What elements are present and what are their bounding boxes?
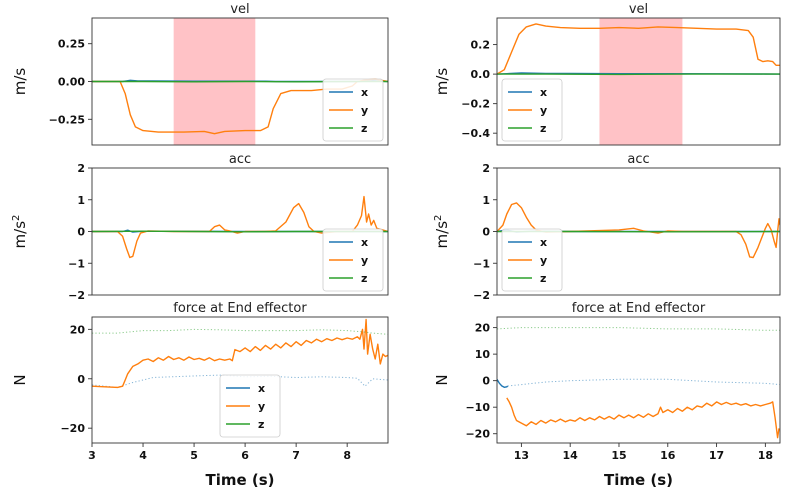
- legend-label-y: y: [540, 254, 547, 267]
- chart-title: acc: [229, 152, 251, 167]
- y-tick-label: 20: [70, 323, 86, 336]
- y-tick-label: −1: [473, 257, 490, 270]
- x-tick-label: 8: [343, 449, 351, 462]
- y-axis-label: m/s: [433, 68, 451, 96]
- legend-label-y: y: [258, 400, 265, 413]
- x-tick-label: 6: [241, 449, 249, 462]
- legend-label-x: x: [258, 382, 265, 395]
- y-tick-label: 1: [77, 194, 85, 207]
- series-line-z: [92, 230, 388, 233]
- y-tick-label: 2: [77, 162, 85, 175]
- series-line-x-dotted: [507, 378, 780, 387]
- y-tick-label: 0.25: [58, 38, 85, 51]
- x-tick-label: 16: [660, 449, 676, 462]
- series-line-y: [497, 23, 780, 75]
- y-axis-label: N: [433, 374, 451, 385]
- legend-label-x: x: [540, 236, 547, 249]
- y-tick-label: −2: [473, 289, 490, 302]
- chart-panel-3: acc 2 1 0 −1 −2 m/s2 xyz: [11, 152, 389, 302]
- legend: xyz: [322, 228, 384, 292]
- legend: xyz: [322, 78, 384, 142]
- x-tick-label: 15: [611, 449, 626, 462]
- chart-title: acc: [627, 152, 649, 167]
- x-tick-label: 4: [139, 449, 147, 462]
- legend-label-y: y: [361, 254, 368, 267]
- y-axis-label: N: [11, 374, 29, 385]
- y-tick-label: 0.2: [471, 39, 491, 52]
- legend-label-x: x: [540, 86, 547, 99]
- y-tick-label: 0: [77, 373, 85, 386]
- x-tick-label: 7: [292, 449, 300, 462]
- legend-label-y: y: [540, 104, 547, 117]
- legend-label-x: x: [361, 86, 368, 99]
- chart-title: vel: [629, 2, 648, 17]
- legend: xyz: [219, 374, 281, 438]
- y-tick-label: 0: [77, 226, 85, 239]
- y-tick-label: −0.4: [461, 127, 490, 140]
- chart-panel-1: vel 0.25 0.00 −0.25 m/s xyz: [11, 2, 389, 146]
- series-line-z: [497, 327, 780, 331]
- chart-title: force at End effector: [572, 301, 706, 316]
- y-tick-label: 0.00: [58, 76, 85, 89]
- y-tick-label: −0.2: [461, 98, 490, 111]
- series-line-y: [506, 397, 780, 439]
- y-tick-label: 10: [475, 348, 491, 361]
- y-tick-label: 1: [482, 194, 490, 207]
- chart-title: vel: [230, 2, 249, 17]
- legend-label-z: z: [361, 122, 367, 135]
- y-tick-label: −2: [68, 289, 85, 302]
- x-tick-label: 18: [758, 449, 773, 462]
- series-line-y: [92, 318, 388, 389]
- legend-label-z: z: [540, 272, 546, 285]
- legend: xyz: [501, 228, 563, 292]
- y-tick-label: 2: [482, 162, 490, 175]
- y-tick-label: −0.25: [49, 113, 85, 126]
- x-tick-label: 17: [709, 449, 724, 462]
- series-line-z: [92, 328, 388, 335]
- y-axis-label: m/s2: [433, 215, 451, 249]
- chart-panel-5: force at End effector 20 0 −20 3 4 5 6 7 8 N Time (…: [11, 301, 389, 489]
- y-axis-label: m/s: [11, 68, 29, 96]
- legend-label-z: z: [258, 418, 264, 431]
- series-line-x: [497, 378, 509, 388]
- y-tick-label: 0: [482, 375, 490, 388]
- legend-label-z: z: [540, 122, 546, 135]
- axes-frame: [91, 316, 389, 444]
- legend-label-x: x: [361, 236, 368, 249]
- chart-panel-4: acc 2 1 0 −1 −2 m/s2 xyz: [433, 152, 781, 302]
- y-tick-label: 20: [475, 322, 491, 335]
- y-tick-label: −1: [68, 257, 85, 270]
- legend-label-z: z: [361, 272, 367, 285]
- x-tick-label: 13: [514, 449, 529, 462]
- x-axis-label: Time (s): [604, 471, 673, 489]
- y-tick-label: −10: [465, 401, 490, 414]
- x-tick-label: 5: [190, 449, 198, 462]
- highlight-region: [599, 18, 683, 145]
- chart-panel-6: force at End effector 20 10 0 −10 −20 13 14 15 16…: [433, 301, 781, 489]
- axes-frame: [496, 316, 781, 444]
- series-line-x: [92, 374, 388, 388]
- chart-title: force at End effector: [173, 301, 307, 316]
- x-axis-label: Time (s): [205, 471, 274, 489]
- y-tick-label: 0.0: [471, 68, 491, 81]
- legend: xyz: [501, 78, 563, 142]
- axes-frame: [496, 17, 781, 146]
- y-tick-label: −20: [465, 428, 490, 441]
- legend-label-y: y: [361, 104, 368, 117]
- chart-panel-2: vel 0.2 0.0 −0.2 −0.4 m/s xyz: [433, 2, 781, 146]
- y-axis-label: m/s2: [11, 215, 29, 249]
- x-tick-label: 14: [563, 449, 579, 462]
- x-tick-label: 3: [88, 449, 96, 462]
- y-tick-label: −20: [60, 422, 85, 435]
- y-tick-label: 0: [482, 226, 490, 239]
